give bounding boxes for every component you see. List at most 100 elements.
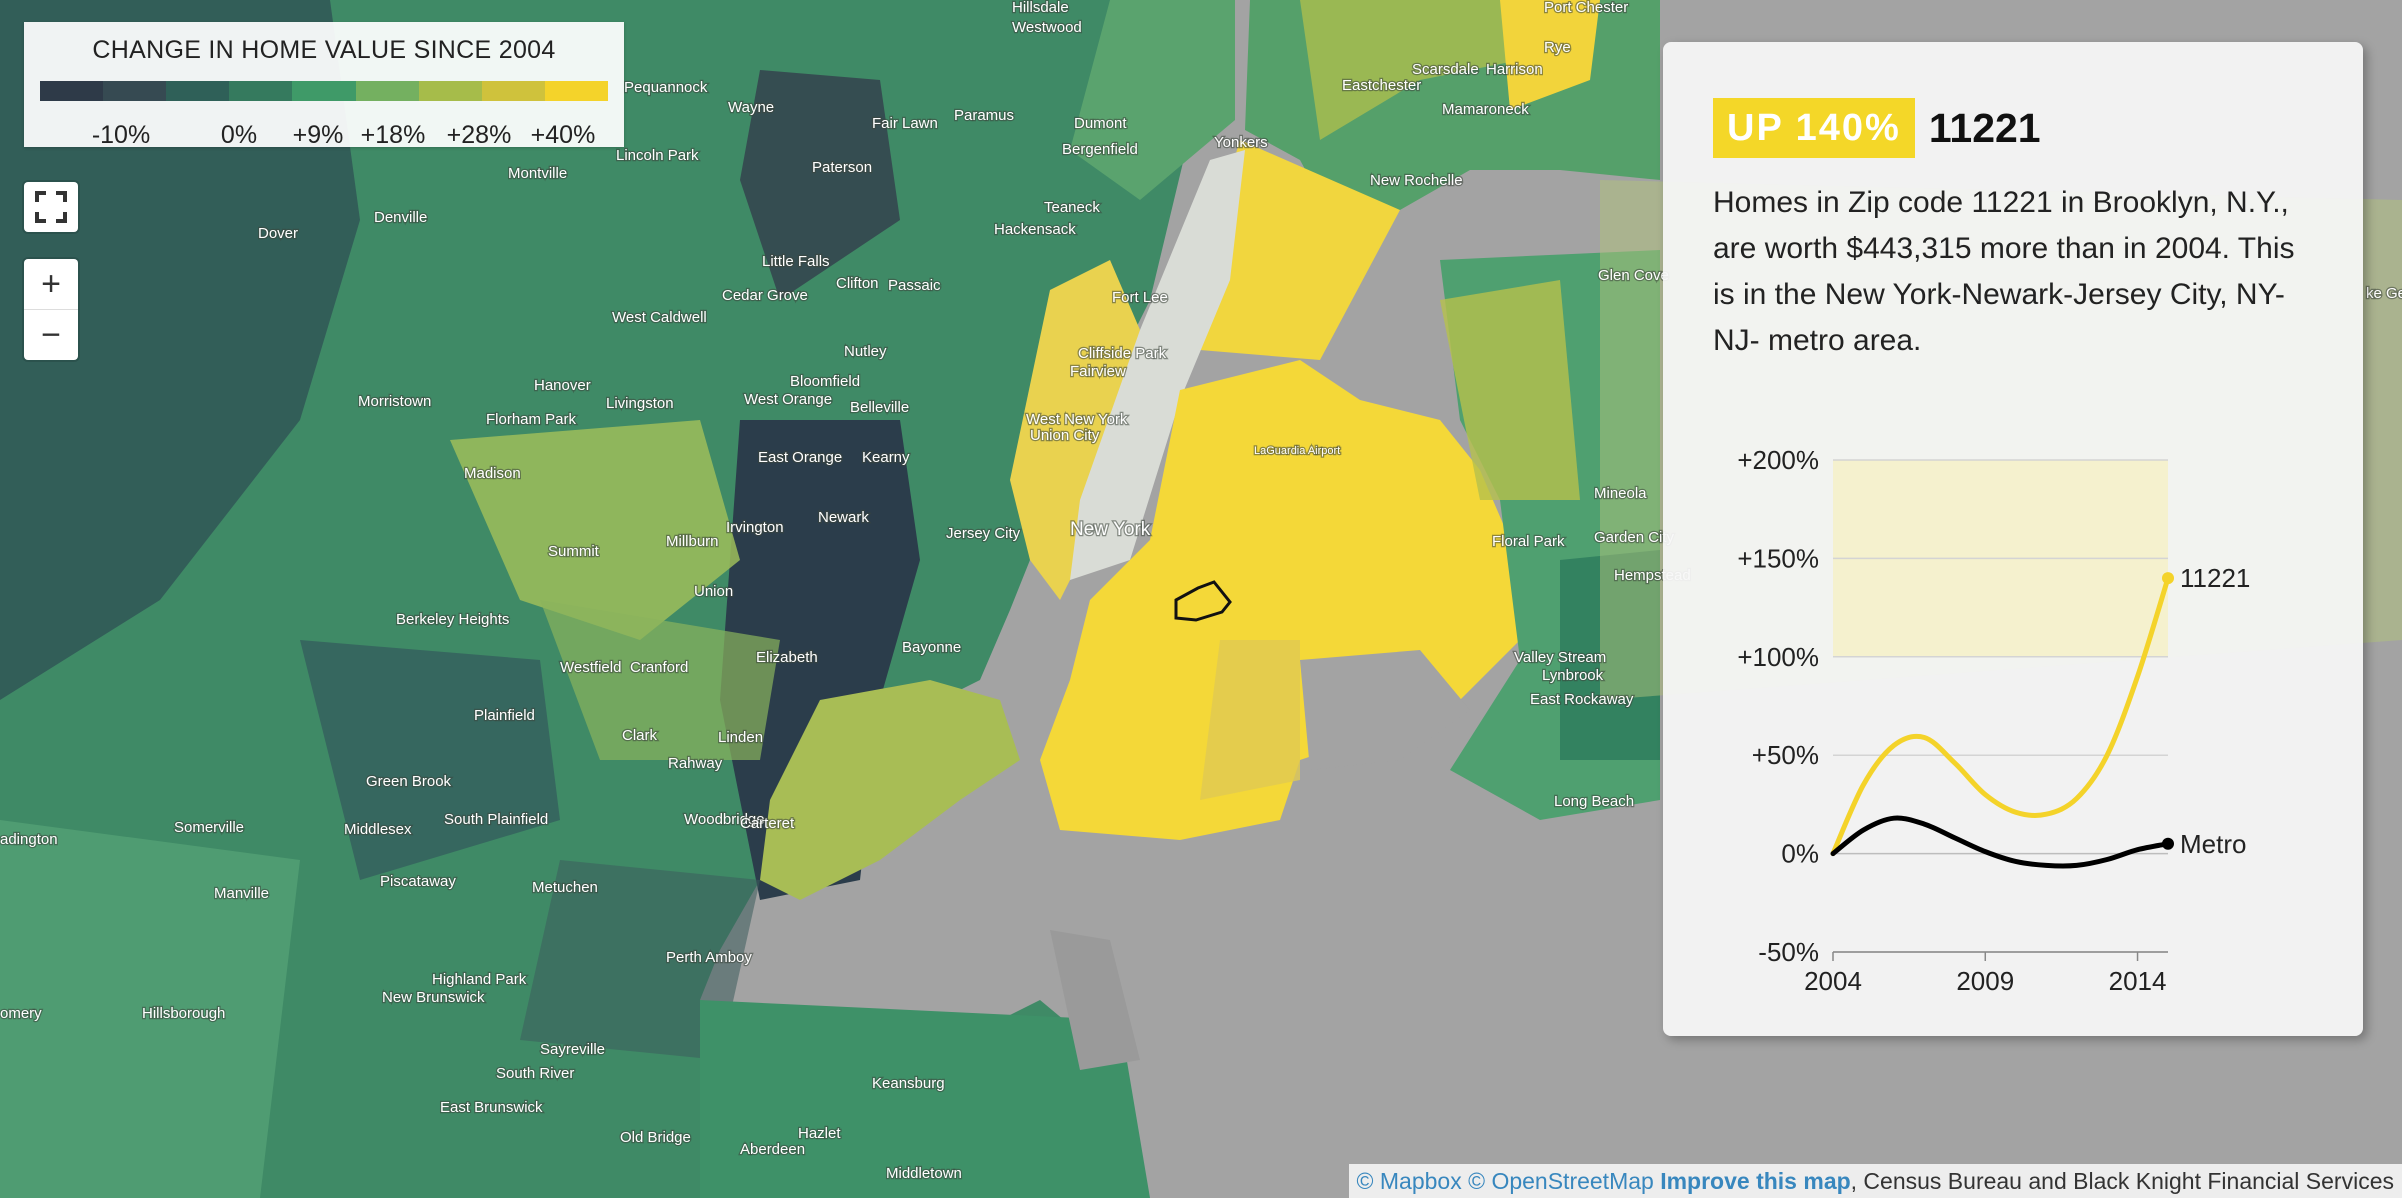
label-westwood: Westwood xyxy=(1012,19,1082,36)
label-rahway: Rahway xyxy=(668,755,723,772)
label-east-orange: East Orange xyxy=(758,449,842,466)
label-east-rockaway: East Rockaway xyxy=(1530,691,1634,708)
series-label-metro: Metro xyxy=(2180,829,2246,859)
legend-tick: +28% xyxy=(446,121,512,149)
chart-y-tick: +100% xyxy=(1737,642,1819,672)
label-elizabeth: Elizabeth xyxy=(756,649,818,666)
label-nutley: Nutley xyxy=(844,343,887,360)
label-lynbrook: Lynbrook xyxy=(1542,667,1604,684)
chart-y-tick: +150% xyxy=(1737,543,1819,573)
chart-y-tick: -50% xyxy=(1758,937,1819,967)
label-paterson: Paterson xyxy=(812,159,872,176)
label-clark: Clark xyxy=(622,727,658,744)
label-madison: Madison xyxy=(464,465,521,482)
label-east-brunswick: East Brunswick xyxy=(440,1099,543,1116)
mapbox-link[interactable]: © Mapbox xyxy=(1356,1168,1462,1194)
label-long-beach: Long Beach xyxy=(1554,793,1634,810)
chart-x-tick: 2004 xyxy=(1804,966,1862,996)
region-west-nj xyxy=(0,0,360,700)
label-new-rochelle: New Rochelle xyxy=(1370,172,1463,189)
region-paterson xyxy=(740,70,900,300)
label-belleville: Belleville xyxy=(850,399,909,416)
label-piscataway: Piscataway xyxy=(380,873,456,890)
region-jamaica-bay-edge xyxy=(1200,640,1300,800)
label-hanover: Hanover xyxy=(534,377,591,394)
label-cedar-grove: Cedar Grove xyxy=(722,287,808,304)
legend-title: CHANGE IN HOME VALUE SINCE 2004 xyxy=(92,36,556,64)
region-westchester-east xyxy=(1300,0,1560,140)
info-panel: UP 140% 11221 Homes in Zip code 11221 in… xyxy=(1663,42,2363,1036)
label-sayreville: Sayreville xyxy=(540,1041,605,1058)
label-west-new-york: West New York xyxy=(1026,411,1128,428)
label-plainfield: Plainfield xyxy=(474,707,535,724)
series-line-metro xyxy=(1830,815,2171,869)
label-pequannock: Pequannock xyxy=(624,79,708,96)
legend-tick: -10% xyxy=(91,121,151,149)
series-endpoint-metro xyxy=(2162,837,2174,850)
label-metuchen: Metuchen xyxy=(532,879,598,896)
label-florham-park: Florham Park xyxy=(486,411,577,428)
legend-swatch xyxy=(166,81,230,101)
label-clifton: Clifton xyxy=(836,275,879,292)
label-irvington: Irvington xyxy=(726,519,784,536)
legend-ticks: -10% 0% +9% +18% +28% +40% xyxy=(40,121,608,151)
trend-line-chart: +200% +150% +100% +50% 0% -50%2004 2009 2014 112… xyxy=(1737,445,2250,996)
label-linden: Linden xyxy=(718,729,763,746)
legend-tick: 0% xyxy=(220,121,258,149)
zoom-out-button[interactable]: − xyxy=(24,309,78,360)
legend-swatch xyxy=(355,81,419,101)
osm-link[interactable]: © OpenStreetMap xyxy=(1468,1168,1654,1194)
region-bergen xyxy=(1070,0,1235,200)
label-paramus: Paramus xyxy=(954,107,1014,124)
monmouth-land xyxy=(700,1000,1150,1198)
label-hackensack: Hackensack xyxy=(994,221,1076,238)
fullscreen-button[interactable] xyxy=(24,182,78,232)
label-bloomfield: Bloomfield xyxy=(790,373,860,390)
label-fort-lee: Fort Lee xyxy=(1112,289,1168,306)
legend-tick: +9% xyxy=(292,121,344,149)
legend-color-scale xyxy=(40,81,608,101)
fullscreen-icon xyxy=(35,191,67,223)
chart-y-tick: +200% xyxy=(1737,445,1819,475)
label-bayonne: Bayonne xyxy=(902,639,961,656)
legend-swatch xyxy=(481,81,545,101)
legend: CHANGE IN HOME VALUE SINCE 2004 -10% 0% … xyxy=(24,22,624,149)
chart-y-tick: 0% xyxy=(1781,839,1819,869)
chart-y-tick: +50% xyxy=(1752,740,1819,770)
label-valley-stream: Valley Stream xyxy=(1514,649,1606,666)
label-mamaroneck: Mamaroneck xyxy=(1442,101,1529,118)
label-highland-park: Highland Park xyxy=(432,971,527,988)
region-summit xyxy=(450,420,740,640)
chart-x-tick: 2014 xyxy=(2109,966,2167,996)
label-bridgewater: adington xyxy=(0,831,58,848)
legend-tick: +18% xyxy=(360,121,426,149)
label-jersey-city: Jersey City xyxy=(946,525,1021,542)
label-montville: Montville xyxy=(508,165,567,182)
label-livingston: Livingston xyxy=(606,395,674,412)
label-hillsdale: Hillsdale xyxy=(1012,0,1069,16)
label-rye: Rye xyxy=(1544,39,1571,56)
label-berkeley-heights: Berkeley Heights xyxy=(396,611,509,628)
label-passaic: Passaic xyxy=(888,277,941,294)
label-floral-park: Floral Park xyxy=(1492,533,1565,550)
jamaica-bay xyxy=(1300,650,1470,770)
label-dumont: Dumont xyxy=(1074,115,1127,132)
label-newark: Newark xyxy=(818,509,869,526)
label-westfield: Westfield xyxy=(560,659,621,676)
label-carteret: Carteret xyxy=(740,815,795,832)
fullscreen-control xyxy=(24,182,78,232)
label-little-falls: Little Falls xyxy=(762,253,830,270)
label-kearny: Kearny xyxy=(862,449,910,466)
label-scarsdale: Scarsdale xyxy=(1412,61,1479,78)
selected-zip-outline[interactable] xyxy=(1174,580,1232,622)
label-middletown: Middletown xyxy=(886,1165,962,1182)
improve-map-link[interactable]: Improve this map xyxy=(1660,1168,1851,1194)
label-mike-ge: ke Ge xyxy=(2366,285,2402,302)
label-summit: Summit xyxy=(548,543,600,560)
region-hillsborough xyxy=(0,820,300,1198)
region-westfield xyxy=(540,600,780,760)
label-middlesex: Middlesex xyxy=(344,821,412,838)
zoom-in-button[interactable]: + xyxy=(41,264,61,303)
series-endpoint-11221 xyxy=(2162,572,2174,585)
zip-title: 11221 xyxy=(1928,104,2041,151)
